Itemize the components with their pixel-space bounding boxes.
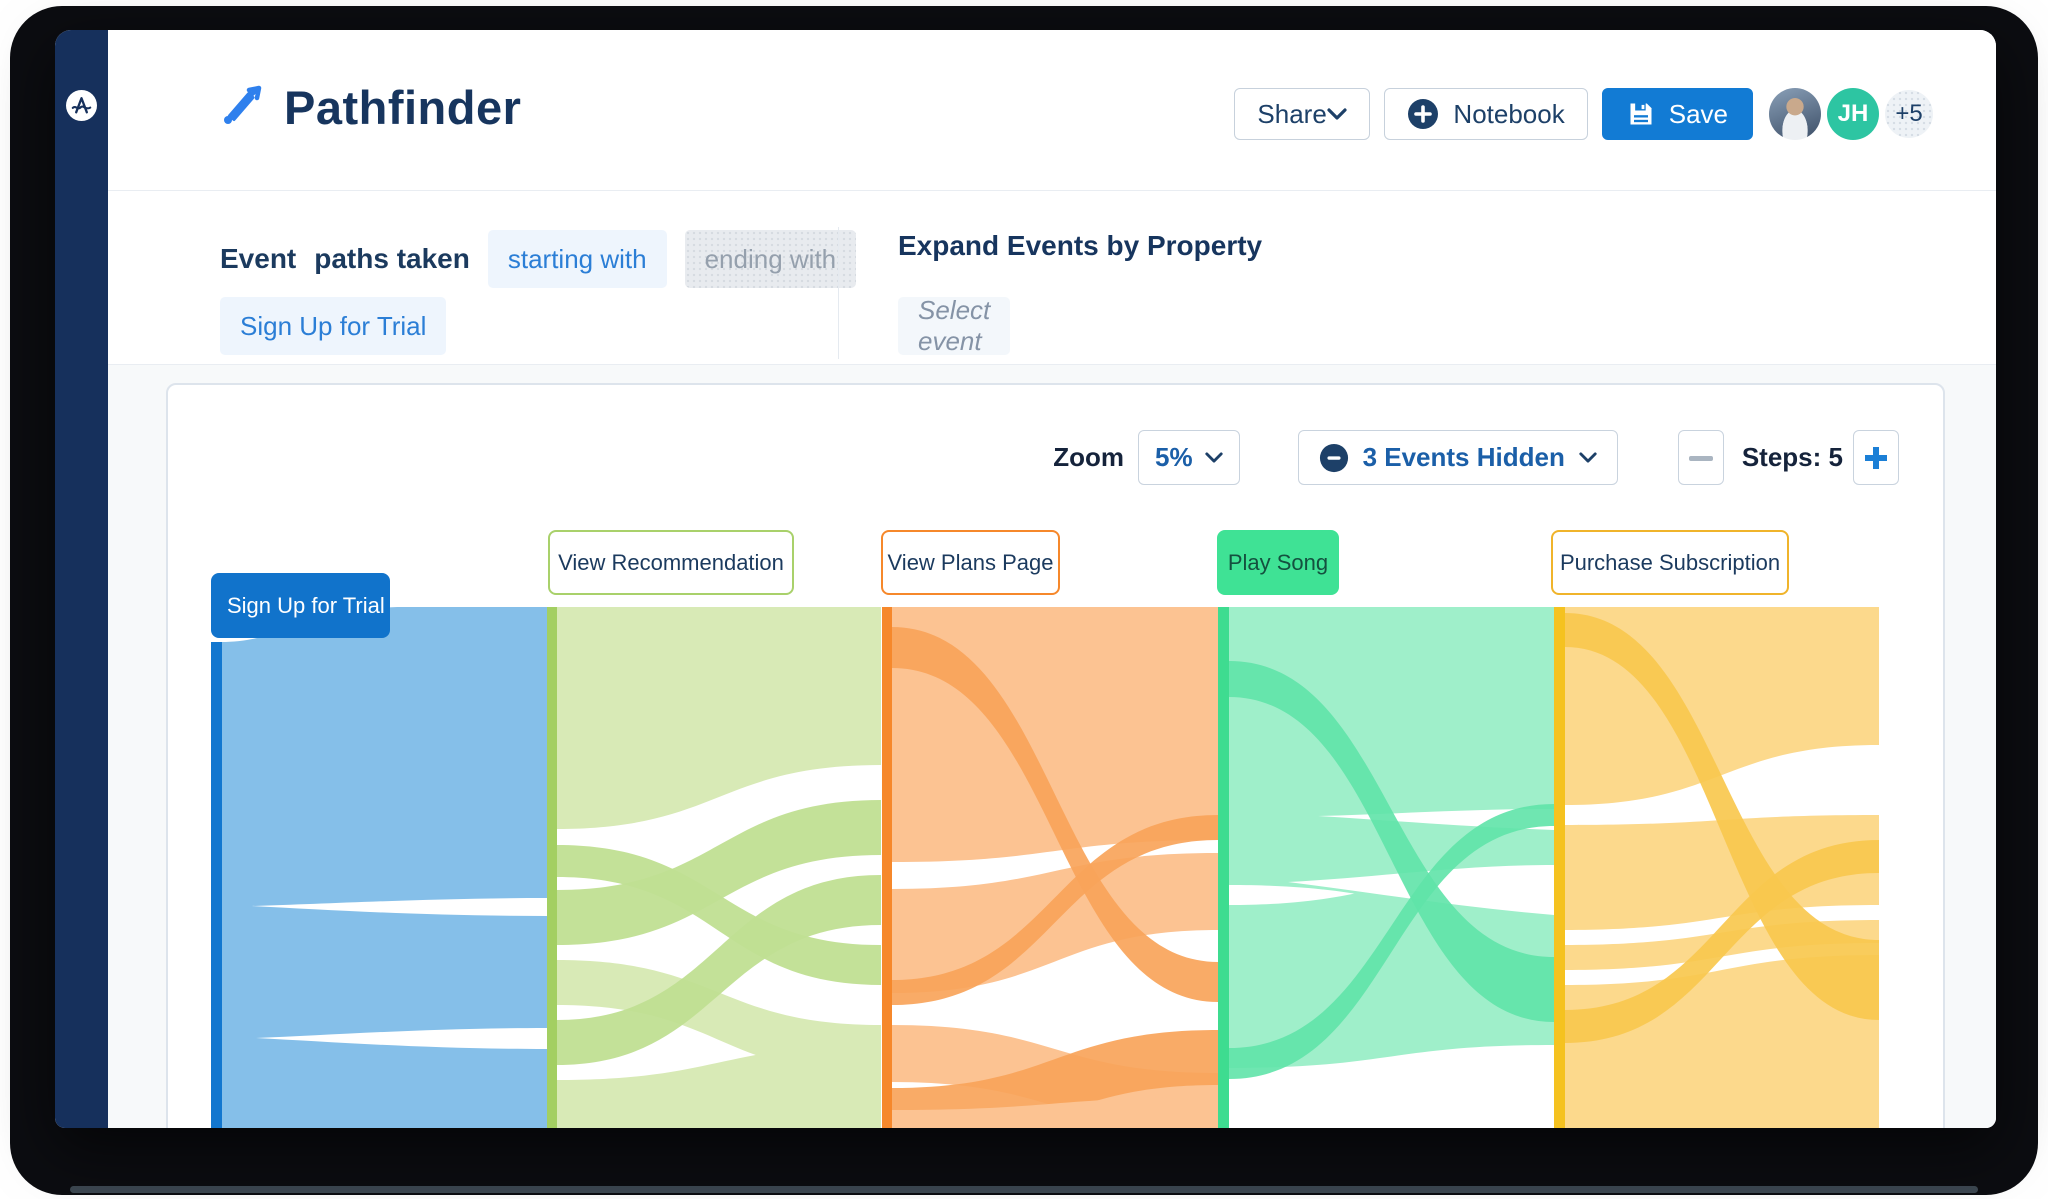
avatar-overflow-count[interactable]: +5 bbox=[1885, 90, 1933, 138]
sidebar bbox=[55, 30, 108, 1128]
ending-with-chip[interactable]: ending with bbox=[684, 230, 857, 288]
node-label-purchase-subscription[interactable]: Purchase Subscription bbox=[1551, 530, 1789, 595]
save-button[interactable]: Save bbox=[1601, 88, 1753, 140]
chevron-down-icon bbox=[1327, 108, 1348, 120]
steps-count-label: Steps: 5 bbox=[1741, 442, 1843, 472]
expand-events-heading: Expand Events by Property bbox=[898, 230, 1263, 261]
avatar-overflow-label: +5 bbox=[1895, 100, 1923, 127]
plus-circle-icon bbox=[1407, 98, 1439, 130]
node-bar-purchase bbox=[1554, 607, 1565, 1128]
avatar-initials-label: JH bbox=[1837, 100, 1869, 127]
chart-panel: Zoom 5% 3 Events Hidden St bbox=[166, 383, 1945, 1128]
share-button[interactable]: Share bbox=[1234, 88, 1371, 140]
events-hidden-dropdown[interactable]: 3 Events Hidden bbox=[1297, 430, 1618, 485]
node-label-view-recommendation[interactable]: View Recommendation bbox=[548, 530, 794, 595]
node-bar-sign-up bbox=[211, 642, 222, 1128]
amplitude-logo-icon[interactable] bbox=[66, 90, 97, 121]
minus-icon bbox=[1688, 454, 1713, 462]
share-button-label: Share bbox=[1257, 98, 1327, 129]
avatar-initials[interactable]: JH bbox=[1827, 88, 1879, 140]
node-bar-view-plans bbox=[882, 607, 892, 1128]
events-hidden-label: 3 Events Hidden bbox=[1362, 442, 1565, 472]
zoom-value: 5% bbox=[1154, 442, 1193, 472]
minus-circle-icon bbox=[1319, 443, 1349, 473]
node-label-sign-up-for-trial[interactable]: Sign Up for Trial bbox=[211, 573, 390, 638]
node-label-view-plans-page[interactable]: View Plans Page bbox=[881, 530, 1060, 595]
path-flow-chart bbox=[211, 607, 1879, 1128]
notebook-button-label: Notebook bbox=[1453, 98, 1565, 129]
event-paths-row: Event paths taken starting with ending w… bbox=[220, 230, 857, 288]
plus-icon bbox=[1863, 445, 1889, 471]
steps-increment-button[interactable] bbox=[1853, 430, 1899, 485]
chart-controls: Zoom 5% 3 Events Hidden St bbox=[1053, 430, 1899, 485]
brand: Pathfinder bbox=[220, 80, 521, 135]
zoom-dropdown[interactable]: 5% bbox=[1137, 430, 1240, 485]
notebook-button[interactable]: Notebook bbox=[1384, 88, 1588, 140]
event-label[interactable]: Event bbox=[220, 243, 297, 274]
pathfinder-logo-icon bbox=[220, 82, 266, 133]
node-label-play-song[interactable]: Play Song bbox=[1217, 530, 1339, 595]
save-icon bbox=[1627, 100, 1655, 128]
avatar[interactable] bbox=[1769, 88, 1821, 140]
node-bar-view-recommendation bbox=[547, 607, 557, 1128]
start-event-row: Sign Up for Trial bbox=[220, 297, 447, 355]
filter-bar: Event paths taken starting with ending w… bbox=[108, 191, 1996, 365]
select-event-input[interactable]: Select event bbox=[898, 295, 1011, 356]
filter-divider bbox=[838, 227, 839, 359]
zoom-label: Zoom bbox=[1053, 442, 1124, 472]
header-actions: Share Notebook bbox=[1234, 88, 1933, 140]
starting-with-chip[interactable]: starting with bbox=[487, 230, 667, 288]
header: Pathfinder Share Notebook bbox=[108, 30, 1996, 191]
start-event-chip[interactable]: Sign Up for Trial bbox=[220, 297, 447, 355]
app-window: Pathfinder Share Notebook bbox=[55, 30, 1996, 1128]
node-bar-play-song bbox=[1218, 607, 1229, 1128]
steps-decrement-button[interactable] bbox=[1677, 430, 1724, 485]
chevron-down-icon bbox=[1204, 452, 1223, 463]
page-title: Pathfinder bbox=[284, 81, 522, 134]
paths-taken-label: paths taken bbox=[314, 243, 470, 274]
save-button-label: Save bbox=[1668, 98, 1728, 129]
chevron-down-icon bbox=[1579, 452, 1597, 463]
